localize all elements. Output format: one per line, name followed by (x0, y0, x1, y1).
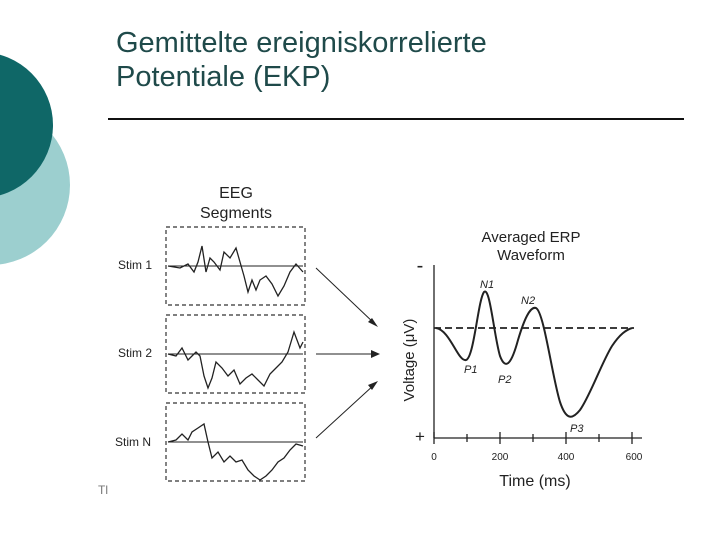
stim-label-2: Stim 2 (118, 346, 152, 360)
stim-label-1: Stim 1 (118, 258, 152, 272)
x-tick-label-200: 200 (492, 452, 509, 463)
eeg-segment-box-3 (165, 402, 306, 482)
slide-title: Gemittelte ereigniskorrelierte Potential… (116, 26, 696, 94)
arrow-from-stim-1 (315, 267, 376, 325)
peak-label-n2: N2 (521, 295, 535, 307)
title-line-2: Potentiale (EKP) (116, 61, 331, 93)
erp-waveform (435, 290, 633, 418)
stim-label-n: Stim N (115, 435, 151, 449)
eeg-title-line-2: Segments (200, 205, 272, 222)
title-underline (108, 118, 684, 120)
dark-teal-circle (0, 54, 53, 196)
erp-title-line-2: Waveform (497, 247, 565, 264)
erp-title-line-1: Averaged ERP (482, 229, 581, 246)
eeg-trace-2 (167, 329, 304, 390)
erp-x-ticks (433, 432, 633, 444)
eeg-segment-box-2 (165, 314, 306, 394)
title-line-1: Gemittelte ereigniskorrelierte (116, 27, 487, 59)
x-tick-label-0: 0 (431, 452, 437, 463)
peak-label-p2: P2 (498, 374, 511, 386)
decorative-circles (0, 54, 70, 265)
eeg-trace-1 (167, 245, 304, 298)
y-axis-label: Voltage (μV) (401, 319, 418, 402)
x-tick-label-600: 600 (626, 452, 643, 463)
eeg-trace-3 (167, 422, 304, 481)
y-plus-label: + (415, 427, 425, 446)
x-tick-label-400: 400 (558, 452, 575, 463)
arrow-head-3 (368, 381, 378, 390)
eeg-title-line-1: EEG (219, 185, 253, 202)
peak-label-p3: P3 (570, 423, 584, 435)
arrow-head-2 (371, 350, 380, 358)
arrow-head-1 (368, 318, 378, 327)
peak-label-n1: N1 (480, 279, 494, 291)
y-minus-label: - (417, 255, 424, 277)
eeg-segment-box-1 (165, 226, 306, 306)
footer-fragment: Tl (98, 483, 108, 497)
x-axis-label: Time (ms) (499, 473, 570, 490)
arrow-from-stim-n (315, 383, 376, 439)
peak-label-p1: P1 (464, 364, 477, 376)
